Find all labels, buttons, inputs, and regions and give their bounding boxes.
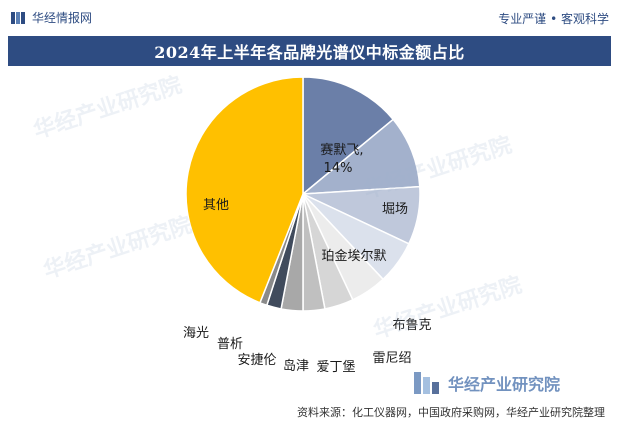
slice-label: 赛默飞, [320,142,363,158]
top-bar: 华经情报网 专业严谨 • 客观科学 [0,0,619,34]
slogan: 专业严谨 • 客观科学 [498,12,609,26]
corner-logo-icon [414,372,439,394]
slice-label: 雷尼绍 [372,351,411,366]
pie-slice-11 [185,76,304,304]
slice-label: 爱丁堡 [316,359,355,375]
slice-label: 布鲁克 [392,318,431,333]
slice-label: 安捷伦 [237,353,276,368]
slice-label: 海光 [183,326,209,341]
corner-logo-text: 华经产业研究院 [448,375,561,394]
pie-slice-2 [300,118,421,195]
slice-label: 普析 [217,337,243,352]
corner-logo: 华经产业研究院 [412,368,560,398]
slice-label: 其他 [203,198,229,213]
chart-title: 2024年上半年各品牌光谱仪中标金额占比 [154,43,465,62]
title-bar: 2024年上半年各品牌光谱仪中标金额占比 [8,36,611,66]
source-note: 资料来源：化工仪器网，中国政府采购网，华经产业研究院整理 [297,406,605,419]
slice-value-label: 14% [324,161,353,176]
brand-name: 华经情报网 [32,11,93,25]
slice-label: 珀金埃尔默 [321,248,386,264]
slice-label: 堀场 [382,202,408,217]
brand-logo-icon [11,11,25,24]
brand: 华经情报网 [10,9,92,26]
slice-label: 岛津 [283,358,309,374]
pie-slice-1 [302,76,395,196]
